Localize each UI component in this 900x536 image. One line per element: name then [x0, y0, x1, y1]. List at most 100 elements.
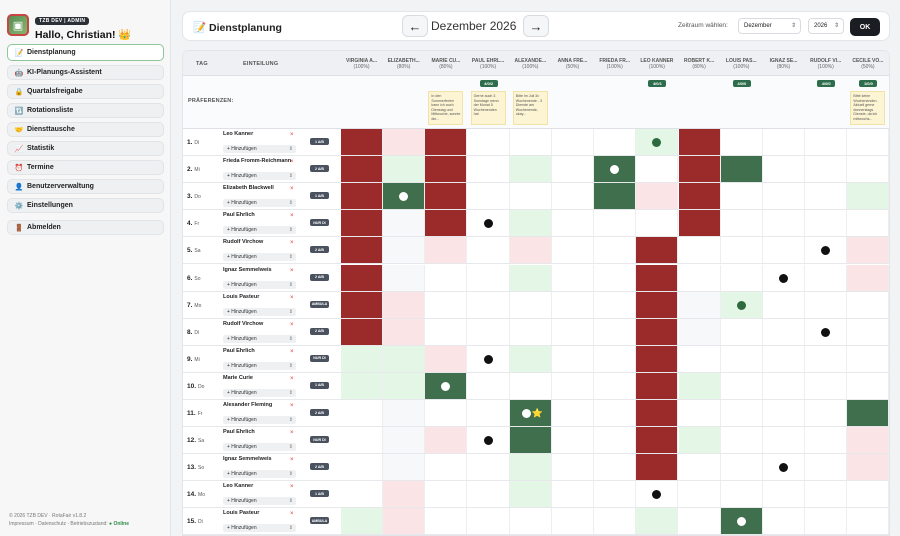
schedule-cell[interactable] — [341, 372, 383, 399]
schedule-cell[interactable] — [847, 508, 889, 535]
schedule-cell[interactable] — [678, 264, 721, 291]
schedule-cell[interactable] — [636, 237, 679, 264]
wish-dot-icon[interactable] — [779, 463, 788, 473]
schedule-cell[interactable] — [636, 318, 679, 345]
schedule-cell[interactable] — [763, 156, 805, 183]
assigned-dot-icon[interactable] — [736, 517, 746, 527]
add-person-select[interactable]: + Hinzufügen ⇕ — [223, 470, 296, 479]
remove-assignment-button[interactable]: × — [290, 511, 294, 518]
schedule-cell[interactable] — [509, 454, 552, 481]
sidebar-item-rotationsliste[interactable]: 🔃 Rotationsliste — [7, 103, 164, 118]
schedule-cell[interactable] — [509, 129, 552, 156]
schedule-cell[interactable] — [720, 237, 763, 264]
schedule-cell[interactable] — [763, 372, 805, 399]
schedule-cell[interactable] — [509, 264, 552, 291]
schedule-cell[interactable] — [720, 183, 763, 210]
schedule-cell[interactable] — [678, 318, 721, 345]
schedule-cell[interactable] — [383, 345, 426, 372]
schedule-cell[interactable] — [552, 318, 594, 345]
add-person-select[interactable]: + Hinzufügen ⇕ — [223, 334, 296, 343]
schedule-cell[interactable] — [594, 237, 637, 264]
add-person-select[interactable]: + Hinzufügen ⇕ — [223, 361, 296, 370]
add-person-select[interactable]: + Hinzufügen ⇕ — [223, 145, 296, 154]
schedule-cell[interactable] — [467, 183, 510, 210]
schedule-cell[interactable] — [720, 481, 763, 508]
schedule-cell[interactable] — [341, 156, 383, 183]
schedule-cell[interactable] — [383, 237, 426, 264]
schedule-cell[interactable] — [594, 318, 637, 345]
schedule-cell[interactable] — [847, 129, 889, 156]
schedule-cell[interactable] — [341, 264, 383, 291]
add-person-select[interactable]: + Hinzufügen ⇕ — [223, 416, 296, 425]
schedule-cell[interactable] — [383, 372, 426, 399]
add-person-select[interactable]: + Hinzufügen ⇕ — [223, 280, 296, 289]
schedule-cell[interactable] — [594, 291, 637, 318]
schedule-cell[interactable] — [847, 183, 889, 210]
sidebar-item-diensttausche[interactable]: 🤝 Diensttausche — [7, 122, 164, 137]
schedule-cell[interactable] — [636, 400, 679, 427]
month-select[interactable]: Dezember ⇕ — [738, 18, 801, 34]
schedule-cell[interactable] — [467, 237, 510, 264]
schedule-cell[interactable] — [552, 129, 594, 156]
schedule-cell[interactable] — [720, 454, 763, 481]
remove-assignment-button[interactable]: × — [290, 267, 294, 274]
remove-assignment-button[interactable]: × — [290, 484, 294, 491]
schedule-cell[interactable] — [847, 454, 889, 481]
schedule-cell[interactable] — [509, 345, 552, 372]
schedule-cell[interactable] — [594, 183, 637, 210]
schedule-cell[interactable] — [594, 400, 637, 427]
wish-dot-icon[interactable] — [483, 436, 493, 446]
schedule-cell[interactable] — [383, 264, 426, 291]
schedule-cell[interactable] — [383, 481, 426, 508]
schedule-cell[interactable] — [383, 400, 426, 427]
schedule-cell[interactable] — [383, 291, 426, 318]
schedule-cell[interactable] — [594, 264, 637, 291]
schedule-cell[interactable] — [720, 372, 763, 399]
schedule-cell[interactable] — [678, 237, 721, 264]
year-select[interactable]: 2026 ⇕ — [808, 18, 844, 34]
schedule-cell[interactable] — [805, 129, 848, 156]
schedule-cell[interactable] — [636, 291, 679, 318]
schedule-cell[interactable] — [847, 318, 889, 345]
schedule-cell[interactable] — [509, 183, 552, 210]
schedule-cell[interactable] — [720, 345, 763, 372]
schedule-cell[interactable] — [847, 481, 889, 508]
schedule-cell[interactable] — [847, 345, 889, 372]
schedule-cell[interactable] — [805, 427, 848, 454]
schedule-cell[interactable] — [509, 291, 552, 318]
schedule-cell[interactable] — [720, 318, 763, 345]
schedule-cell[interactable] — [678, 400, 721, 427]
schedule-cell[interactable] — [847, 237, 889, 264]
schedule-cell[interactable] — [467, 481, 510, 508]
schedule-cell[interactable] — [467, 156, 510, 183]
schedule-cell[interactable] — [636, 210, 679, 237]
schedule-cell[interactable] — [678, 345, 721, 372]
schedule-cell[interactable] — [509, 481, 552, 508]
remove-assignment-button[interactable]: × — [290, 132, 294, 138]
schedule-cell[interactable] — [467, 129, 510, 156]
remove-assignment-button[interactable]: × — [290, 375, 294, 382]
schedule-cell[interactable] — [552, 372, 594, 399]
schedule-cell[interactable] — [341, 400, 383, 427]
schedule-cell[interactable] — [636, 156, 679, 183]
sidebar-item-statistik[interactable]: 📈 Statistik — [7, 141, 164, 156]
schedule-cell[interactable] — [425, 427, 468, 454]
schedule-cell[interactable] — [847, 156, 889, 183]
schedule-cell[interactable] — [383, 129, 426, 156]
schedule-cell[interactable] — [509, 372, 552, 399]
schedule-cell[interactable] — [594, 508, 637, 535]
schedule-cell[interactable] — [847, 427, 889, 454]
wish-dot-icon[interactable] — [652, 490, 662, 500]
schedule-cell[interactable] — [720, 400, 763, 427]
schedule-cell[interactable] — [678, 210, 721, 237]
sidebar-item-ki-assistent[interactable]: 🤖 KI-Planungs-Assistent — [7, 65, 164, 80]
sidebar-item-logout[interactable]: 🚪 Abmelden — [7, 220, 164, 235]
schedule-cell[interactable] — [636, 264, 679, 291]
schedule-cell[interactable] — [678, 427, 721, 454]
schedule-cell[interactable] — [425, 291, 468, 318]
wish-dot-icon[interactable] — [779, 273, 788, 283]
wish-dot-icon[interactable] — [821, 246, 831, 256]
remove-assignment-button[interactable]: × — [290, 457, 294, 464]
schedule-cell[interactable] — [763, 210, 805, 237]
schedule-cell[interactable] — [720, 264, 763, 291]
